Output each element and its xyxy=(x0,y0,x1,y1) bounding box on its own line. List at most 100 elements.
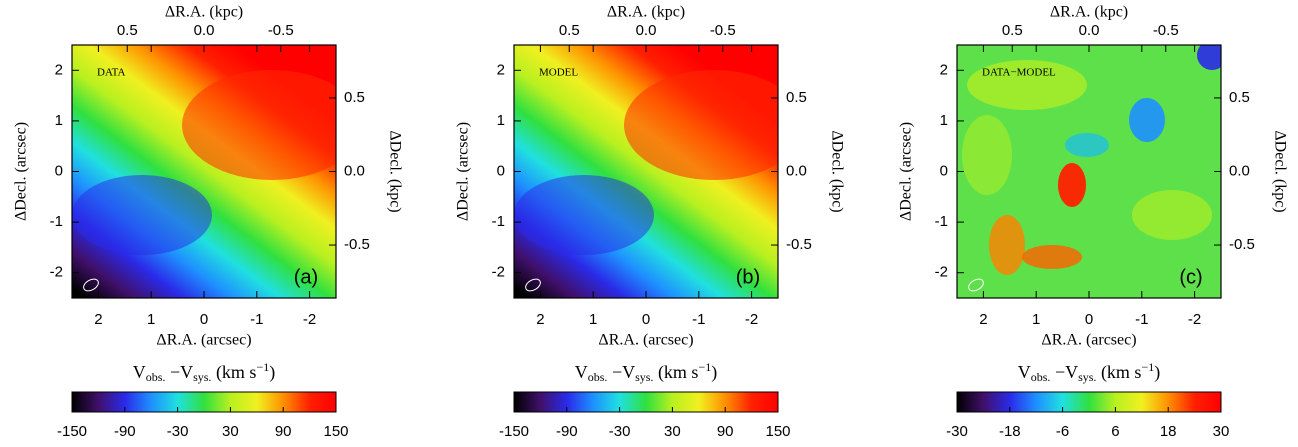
panel-label: (b) xyxy=(736,266,760,288)
y-tick-label: -2 xyxy=(50,264,63,281)
colorbar-tick-label: 30 xyxy=(222,423,239,440)
y2-tick-label: 0.5 xyxy=(786,89,807,106)
colorbar-label: Vobs. −Vsys. (km s−1) xyxy=(1018,360,1160,384)
x2-axis-title: ΔR.A. (kpc) xyxy=(1050,4,1128,21)
x2-tick-label: -0.5 xyxy=(268,22,294,39)
y-tick-label: -2 xyxy=(492,264,505,281)
velocity-map xyxy=(514,45,778,298)
y-axis-title: ΔDecl. (arcsec) xyxy=(898,122,915,221)
y2-tick-label: 0.0 xyxy=(786,162,807,179)
colorbar-label-part: obs. xyxy=(146,370,166,384)
x-tick-label: 0 xyxy=(642,311,650,328)
x2-tick-label: -0.5 xyxy=(1153,22,1179,39)
colorbar-label: Vobs. −Vsys. (km s−1) xyxy=(575,360,717,384)
map-feature xyxy=(624,70,778,180)
inner-label: DATA−MODEL xyxy=(982,67,1056,79)
x-tick-label: -1 xyxy=(1135,311,1148,328)
x-axis-title: ΔR.A. (arcsec) xyxy=(1041,332,1136,349)
y2-tick-label: -0.5 xyxy=(1229,236,1255,253)
y2-tick-label: -0.5 xyxy=(786,236,812,253)
x2-axis-title: ΔR.A. (kpc) xyxy=(607,4,685,21)
colorbar-tick-label: -30 xyxy=(167,423,189,440)
panel-label: (a) xyxy=(294,266,318,288)
map-feature xyxy=(1197,45,1221,70)
colorbar-tick-label: -18 xyxy=(999,423,1021,440)
colorbar-tick-label: 6 xyxy=(1111,423,1119,440)
y2-tick-label: 0.5 xyxy=(344,89,365,106)
map-feature xyxy=(1132,190,1212,240)
colorbar-tick-label: -30 xyxy=(946,423,968,440)
x-tick-label: 2 xyxy=(536,311,544,328)
y-axis-title: ΔDecl. (arcsec) xyxy=(13,122,30,221)
map-feature xyxy=(182,70,336,180)
colorbar-label-part: sys. xyxy=(193,370,211,384)
y-axis-title: ΔDecl. (arcsec) xyxy=(455,122,472,221)
inner-label: MODEL xyxy=(539,67,578,79)
x-axis-title: ΔR.A. (arcsec) xyxy=(156,332,251,349)
colorbar-tick-label: -30 xyxy=(609,423,631,440)
map-feature xyxy=(514,175,654,255)
colorbar-label-part: V xyxy=(133,362,146,382)
y-tick-label: 1 xyxy=(55,112,63,129)
y-tick-label: 0 xyxy=(497,162,505,179)
y-tick-label: 1 xyxy=(940,112,948,129)
colorbar-label-part: ) xyxy=(269,362,275,383)
velocity-map xyxy=(957,45,1221,298)
x-tick-label: 1 xyxy=(589,311,597,328)
x-tick-label: 2 xyxy=(94,311,102,328)
colorbar-tick-label: -150 xyxy=(499,423,529,440)
colorbar-label-part: −V xyxy=(165,362,193,382)
colorbar-label-part: −1 xyxy=(698,360,711,374)
beam xyxy=(83,278,99,292)
y-tick-label: -1 xyxy=(492,213,505,230)
x2-tick-label: 0.0 xyxy=(1079,22,1100,39)
colorbar-label-part: −1 xyxy=(256,360,269,374)
inner-label: DATA xyxy=(97,67,126,79)
x-tick-label: 0 xyxy=(200,311,208,328)
x-tick-label: 1 xyxy=(1032,311,1040,328)
colorbar-tick-label: -6 xyxy=(1056,423,1069,440)
colorbar-tick-label: 30 xyxy=(1213,423,1230,440)
y-tick-label: 2 xyxy=(940,61,948,78)
y-tick-label: -1 xyxy=(935,213,948,230)
x2-tick-label: 0.5 xyxy=(559,22,580,39)
y-tick-label: 0 xyxy=(940,162,948,179)
beam xyxy=(968,278,984,292)
colorbar-label-part: sys. xyxy=(635,370,653,384)
colorbar-label-part: sys. xyxy=(1078,370,1096,384)
x-tick-label: -2 xyxy=(303,311,316,328)
y-tick-label: 0 xyxy=(55,162,63,179)
colorbar-tick-label: 18 xyxy=(1160,423,1177,440)
y2-axis-title: ΔDecl. (kpc) xyxy=(1271,130,1288,212)
colorbar xyxy=(71,391,337,413)
map-feature xyxy=(967,60,1087,110)
x2-axis-title: ΔR.A. (kpc) xyxy=(165,4,243,21)
panel-label: (c) xyxy=(1179,266,1202,288)
map-feature xyxy=(1129,98,1165,142)
y2-tick-label: -0.5 xyxy=(344,236,370,253)
map-feature xyxy=(72,175,212,255)
colorbar-tick-label: -150 xyxy=(57,423,87,440)
y-tick-label: -2 xyxy=(935,264,948,281)
y2-axis-title: ΔDecl. (kpc) xyxy=(828,130,845,212)
x2-tick-label: -0.5 xyxy=(710,22,736,39)
colorbar xyxy=(956,391,1222,413)
map-feature xyxy=(1022,245,1082,269)
x-tick-label: 1 xyxy=(147,311,155,328)
y2-tick-label: 0.0 xyxy=(1229,162,1250,179)
colorbar-tick-label: 150 xyxy=(323,423,348,440)
x2-tick-label: 0.0 xyxy=(194,22,215,39)
colorbar-label: Vobs. −Vsys. (km s−1) xyxy=(133,360,275,384)
colorbar-label-part: −V xyxy=(1050,362,1078,382)
map-feature xyxy=(1058,163,1086,207)
colorbar-label-part: obs. xyxy=(588,370,608,384)
colorbar-tick-label: -90 xyxy=(556,423,578,440)
colorbar-label-part: (km s xyxy=(211,362,256,383)
y2-tick-label: 0.0 xyxy=(344,162,365,179)
y2-axis-title: ΔDecl. (kpc) xyxy=(386,130,403,212)
x-tick-label: -2 xyxy=(745,311,758,328)
x2-tick-label: 0.5 xyxy=(1002,22,1023,39)
x-tick-label: -2 xyxy=(1188,311,1201,328)
colorbar-label-part: V xyxy=(575,362,588,382)
